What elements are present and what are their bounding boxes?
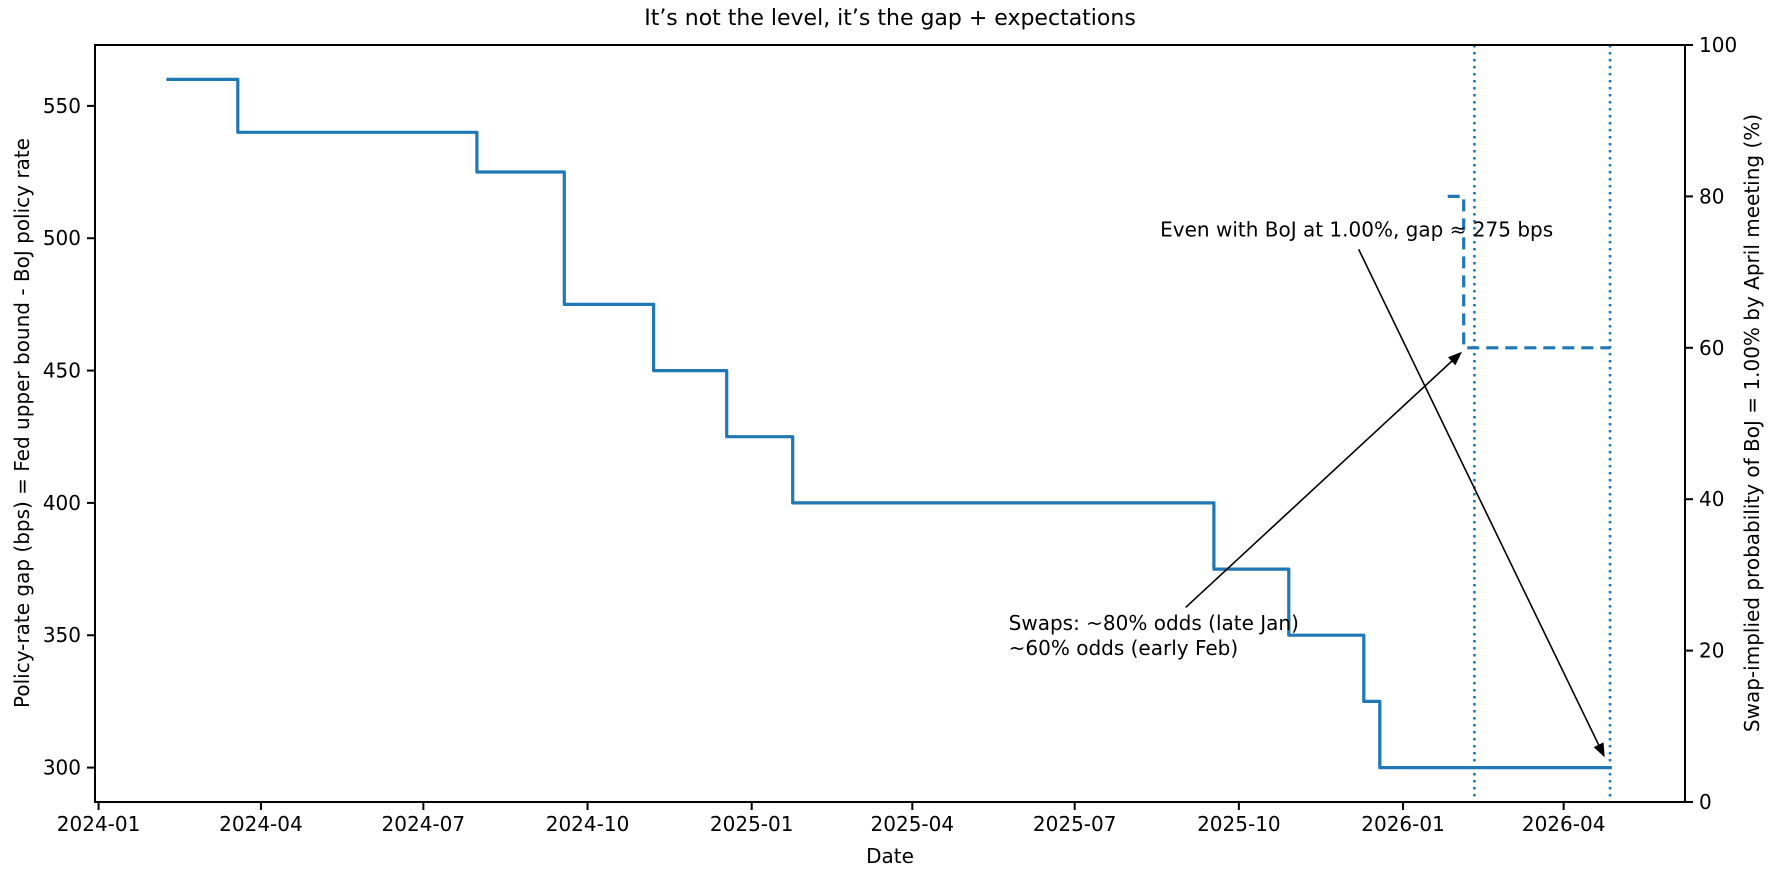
- annotation-arrowhead: [1593, 742, 1605, 758]
- y-right-tick-label: 80: [1699, 184, 1724, 208]
- chart-title: It’s not the level, it’s the gap + expec…: [644, 6, 1136, 31]
- right-axis-title: Swap-implied probability of BoJ = 1.00% …: [1740, 113, 1764, 733]
- annotation-arrowhead: [1447, 351, 1462, 366]
- y-left-tick-label: 500: [43, 226, 81, 250]
- y-right-tick-label: 0: [1699, 790, 1712, 814]
- annotation-gap-note: Even with BoJ at 1.00%, gap ≈ 275 bps: [1160, 217, 1554, 242]
- y-left-tick-label: 450: [43, 359, 81, 383]
- x-tick-label: 2026-01: [1361, 812, 1445, 836]
- annotation-swaps-note: Swaps: ~80% odds (late Jan) ~60% odds (e…: [1008, 611, 1299, 661]
- y-right-tick-label: 40: [1699, 487, 1724, 511]
- y-right-tick-label: 60: [1699, 336, 1724, 360]
- policy-rate-gap-bps-line: [166, 77, 1612, 770]
- left-axis-title: Policy-rate gap (bps) = Fed upper bound …: [10, 138, 34, 708]
- y-left-tick-label: 350: [43, 623, 81, 647]
- y-left-tick-label: 300: [43, 756, 81, 780]
- x-tick-label: 2025-01: [710, 812, 794, 836]
- x-tick-label: 2025-10: [1197, 812, 1281, 836]
- plot-border: [94, 44, 1686, 803]
- annotation-arrow: [1357, 248, 1601, 748]
- y-left-tick-label: 400: [43, 491, 81, 515]
- y-right-tick-label: 100: [1699, 33, 1737, 57]
- x-axis-title: Date: [866, 844, 914, 868]
- x-tick-label: 2024-01: [57, 812, 141, 836]
- y-left-tick-label: 550: [43, 94, 81, 118]
- swap-implied-probability-pct-line: [1447, 194, 1611, 350]
- x-tick-label: 2024-04: [219, 812, 303, 836]
- annotation-arrow: [1185, 358, 1455, 609]
- x-tick-label: 2026-04: [1522, 812, 1606, 836]
- x-tick-label: 2025-04: [871, 812, 955, 836]
- x-tick-label: 2024-10: [546, 812, 630, 836]
- y-right-tick-label: 20: [1699, 639, 1724, 663]
- x-tick-label: 2024-07: [382, 812, 466, 836]
- x-tick-label: 2025-07: [1033, 812, 1117, 836]
